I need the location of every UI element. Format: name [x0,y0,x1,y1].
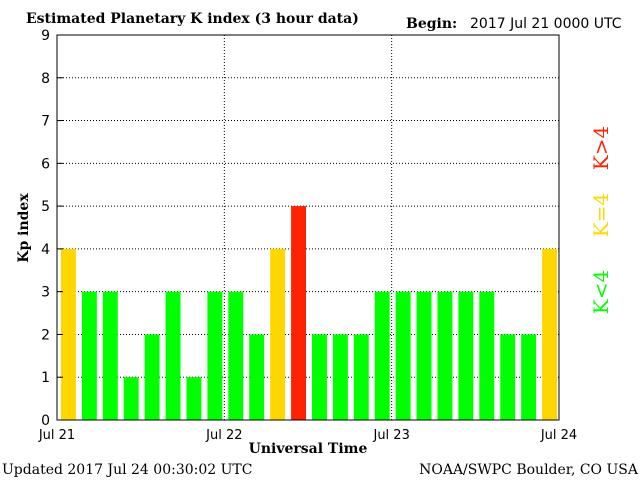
kp-bar [500,334,516,420]
begin-label: Begin: [406,16,457,32]
kp-bar [249,334,265,420]
chart-title: Estimated Planetary K index (3 hour data… [26,11,359,27]
kp-bar [270,248,286,420]
x-tick-label: Jul 23 [372,428,409,443]
y-tick-label: 1 [41,370,50,386]
legend-k-less-4: K<4 [589,270,613,314]
begin-value: 2017 Jul 21 0000 UTC [470,16,622,32]
kp-bar [542,248,557,420]
bars [61,206,557,420]
kp-bar [479,291,495,420]
x-axis-label: Universal Time [249,441,368,457]
y-tick-label: 0 [41,413,50,429]
kp-bar [123,377,139,420]
legend-k-greater-4: K>4 [589,126,613,170]
y-tick-label: 2 [41,327,50,343]
kp-bar [61,248,76,420]
kp-bar [353,334,369,420]
kp-bar [416,291,432,420]
y-tick-label: 5 [41,199,50,215]
kp-bar [144,334,160,420]
kp-bar [521,334,537,420]
x-tick-label: Jul 24 [540,428,577,443]
kp-bar [458,291,474,420]
kp-bar [186,377,202,420]
x-tick-label: Jul 21 [38,428,75,443]
x-tick-label: Jul 22 [205,428,242,443]
y-tick-labels: 0 1 2 3 4 5 6 7 8 9 [41,28,63,429]
y-axis-label: Kp index [16,193,32,263]
kp-bar [395,291,411,420]
plot-frame [56,34,560,421]
kp-bar [332,334,348,420]
kp-bar [312,334,327,420]
source-text: NOAA/SWPC Boulder, CO USA [419,462,639,478]
kp-bar [207,291,223,420]
kp-bar [228,291,244,420]
kp-bar [165,291,181,420]
kp-bar [81,291,97,420]
y-tick-label: 8 [41,71,50,87]
y-tick-label: 3 [41,285,50,301]
gridlines [57,34,559,420]
kp-bar [374,291,390,420]
kp-bar [437,291,453,420]
x-tick-labels: Jul 21 Jul 22 Jul 23 Jul 24 [38,428,577,443]
y-tick-label: 7 [41,114,50,130]
updated-text: Updated 2017 Jul 24 00:30:02 UTC [2,462,252,478]
legend-k-equal-4: K=4 [589,193,613,237]
y-tick-label: 6 [41,156,50,172]
y-tick-label: 4 [41,242,50,258]
kp-bar [102,291,118,420]
kp-bar [291,206,306,420]
y-tick-label: 9 [41,28,50,44]
